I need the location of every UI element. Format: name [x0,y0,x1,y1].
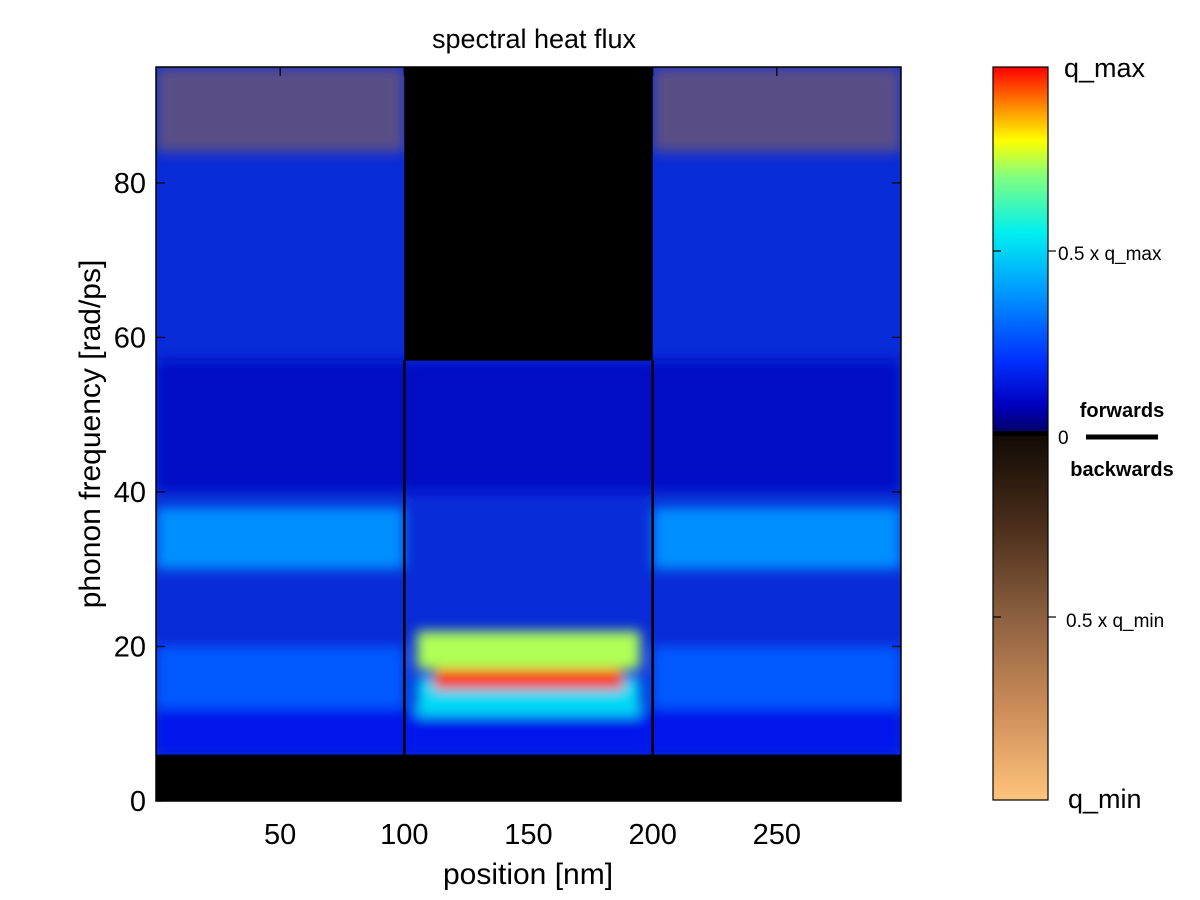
flux-band [156,507,405,570]
x-tick-label: 150 [504,819,552,851]
colorbar-frame [992,66,1049,801]
flux-band [652,507,901,570]
flux-band [156,646,405,709]
x-tick-label: 250 [753,819,801,851]
y-tick-label: 60 [114,322,146,354]
colorbar-zero-line [993,431,1048,436]
x-axis: 50 100 150 200 250 [264,67,801,851]
flux-band [416,631,641,670]
colorbar-negative [993,434,1048,800]
colorbar: q_max 0.5 x q_max forwards 0 backwards 0… [992,53,1174,814]
y-tick-label: 20 [114,631,146,663]
y-axis: 0 20 40 60 80 [114,168,901,818]
colorbar-positive [993,67,1048,434]
flux-band [156,360,901,492]
x-axis-label: position [nm] [443,858,613,891]
backward-flux-band [652,67,901,152]
y-axis-label: phonon frequency [rad/ps] [74,260,107,609]
y-tick-label: 40 [114,477,146,509]
colorbar-label-backwards: backwards [1070,459,1173,481]
heatmap-bands [156,67,901,755]
colorbar-label-max: q_max [1064,53,1146,83]
x-tick-label: 50 [264,819,296,851]
chart-title: spectral heat flux [432,24,637,54]
heatmap-area [156,67,901,801]
colorbar-label-min: q_min [1068,784,1142,814]
x-tick-label: 200 [628,819,676,851]
colorbar-label-forwards: forwards [1080,400,1164,422]
colorbar-label-half-min: 0.5 x q_min [1066,611,1164,632]
colorbar-label-zero: 0 [1058,428,1069,449]
flux-band [652,646,901,709]
y-tick-label: 0 [130,786,146,818]
y-tick-label: 80 [114,168,146,200]
backward-flux-band [156,67,405,152]
flux-band [434,669,623,689]
x-tick-label: 100 [380,819,428,851]
zero-flux-region [404,67,653,361]
colorbar-label-half-max: 0.5 x q_max [1058,244,1162,265]
